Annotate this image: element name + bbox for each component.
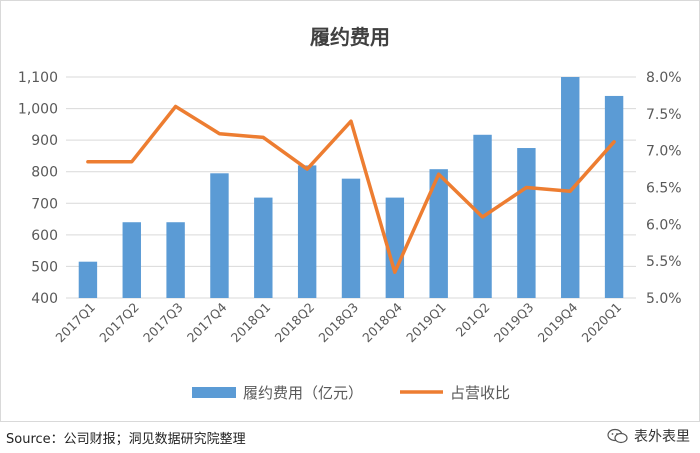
bar — [210, 173, 229, 298]
y2-tick-label: 7.0% — [646, 144, 682, 160]
bar — [78, 261, 98, 298]
y-tick-label: 500 — [31, 259, 58, 275]
x-tick-label: 2019Q1 — [403, 300, 449, 346]
bar — [517, 148, 536, 298]
x-tick-label: 2018Q1 — [228, 300, 274, 346]
y-tick-label: 600 — [31, 228, 58, 244]
x-tick-label: 2018Q4 — [359, 299, 405, 345]
bar — [297, 165, 317, 298]
bar — [166, 222, 185, 298]
y2-tick-label: 6.5% — [646, 181, 682, 197]
x-tick-label: 2017Q3 — [140, 300, 186, 346]
x-tick-label: 2019Q4 — [535, 299, 581, 345]
bar — [122, 222, 141, 298]
x-tick-label: 2017Q4 — [184, 299, 230, 345]
x-tick-label: 2018Q3 — [315, 300, 361, 346]
x-tick-label: 2020Q1 — [579, 300, 625, 346]
wechat-icon — [607, 428, 628, 444]
y-tick-label: 1,100 — [18, 70, 58, 86]
legend-line-label: 占营收比 — [450, 384, 510, 402]
y-tick-label: 700 — [31, 196, 58, 212]
legend-bar-label: 履约费用（亿元） — [243, 384, 363, 402]
y-tick-label: 900 — [31, 133, 58, 149]
y-tick-label: 400 — [31, 291, 58, 307]
legend-bar-swatch — [192, 387, 236, 398]
line-series — [86, 104, 616, 274]
bar — [604, 95, 624, 298]
y2-tick-label: 8.0% — [646, 70, 682, 86]
chart: 履约费用 400 500 600 700 800 900 1,000 1,100 5.0% 5.5%… — [18, 25, 682, 402]
x-tick-label: 2017Q2 — [96, 300, 142, 346]
chart-title: 履约费用 — [310, 25, 390, 49]
bar — [385, 197, 405, 298]
watermark: 表外表里 — [607, 426, 690, 446]
x-tick-label: 2019Q3 — [491, 300, 537, 346]
y-tick-label: 800 — [31, 165, 58, 181]
bar — [429, 169, 448, 298]
bar — [254, 197, 273, 298]
y-tick-label: 1,000 — [18, 102, 58, 118]
y2-tick-label: 6.0% — [646, 217, 682, 233]
x-tick-label: 201Q2 — [453, 300, 493, 340]
y2-tick-label: 5.5% — [646, 254, 682, 270]
bar — [561, 77, 580, 298]
bar — [341, 178, 361, 298]
x-tick-label: 2017Q1 — [52, 300, 98, 346]
y2-tick-label: 5.0% — [646, 291, 682, 307]
x-tick-label: 2018Q2 — [272, 300, 318, 346]
watermark-label: 表外表里 — [634, 429, 690, 445]
source-note: Source：公司财报；洞见数据研究院整理 — [6, 432, 246, 447]
y2-tick-label: 7.5% — [646, 107, 682, 123]
